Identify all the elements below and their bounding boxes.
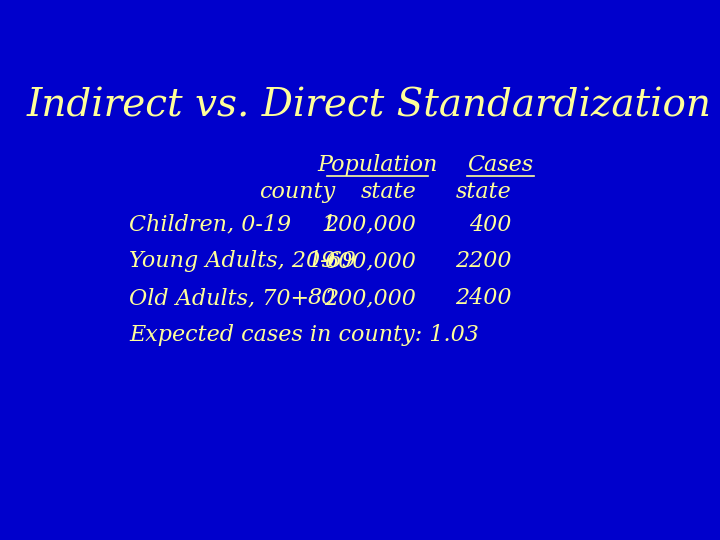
Text: state: state xyxy=(456,180,511,202)
Text: Old Adults, 70+: Old Adults, 70+ xyxy=(129,287,309,309)
Text: Cases: Cases xyxy=(467,153,534,176)
Text: 19: 19 xyxy=(307,251,336,273)
Text: 2200: 2200 xyxy=(455,251,511,273)
Text: 2400: 2400 xyxy=(455,287,511,309)
Text: Indirect vs. Direct Standardization: Indirect vs. Direct Standardization xyxy=(27,88,711,125)
Text: state: state xyxy=(361,180,416,202)
Text: Children, 0-19: Children, 0-19 xyxy=(129,214,291,236)
Text: 400: 400 xyxy=(469,214,511,236)
Text: 200,000: 200,000 xyxy=(325,287,416,309)
Text: Population: Population xyxy=(318,153,438,176)
Text: Young Adults, 20-69: Young Adults, 20-69 xyxy=(129,251,356,273)
Text: 600,000: 600,000 xyxy=(325,251,416,273)
Text: 80: 80 xyxy=(307,287,336,309)
Text: county: county xyxy=(259,180,336,202)
Text: Expected cases in county: 1.03: Expected cases in county: 1.03 xyxy=(129,324,479,346)
Text: 200,000: 200,000 xyxy=(325,214,416,236)
Text: 1: 1 xyxy=(321,214,336,236)
